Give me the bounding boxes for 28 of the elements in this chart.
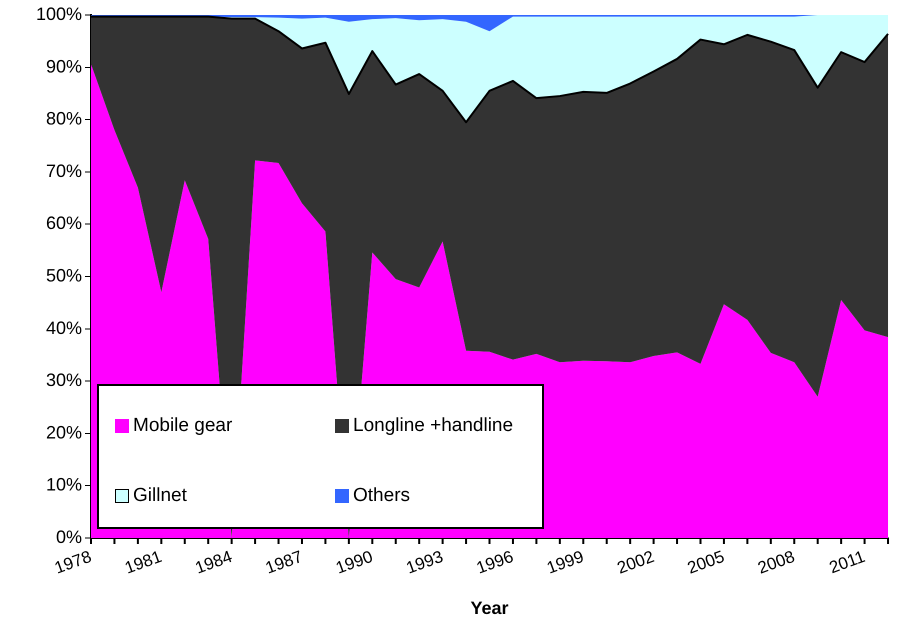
y-tick-label: 50% xyxy=(46,265,82,286)
x-tick-label: 1999 xyxy=(544,546,586,578)
x-tick-label: 2005 xyxy=(684,546,727,578)
y-tick-label: 10% xyxy=(46,474,82,495)
x-tick-label: 1996 xyxy=(474,546,516,578)
y-tick-label: 60% xyxy=(46,213,82,234)
y-tick-label: 70% xyxy=(46,160,82,181)
legend-label: Longline +handline xyxy=(353,415,514,437)
x-tick-label: 1981 xyxy=(122,546,164,578)
x-tick-label: 2002 xyxy=(614,546,657,578)
y-tick-label: 80% xyxy=(46,108,82,129)
y-tick-label: 100% xyxy=(36,4,82,24)
y-tick-label: 30% xyxy=(46,370,82,390)
x-tick-label: 1990 xyxy=(333,546,376,578)
x-tick-label: 1987 xyxy=(262,546,305,578)
x-tick-label: 2011 xyxy=(826,546,868,578)
x-tick-label: 2008 xyxy=(755,546,798,578)
x-tick-label: 1993 xyxy=(404,546,446,578)
x-axis-title: Year xyxy=(470,598,509,618)
legend-label: Mobile gear xyxy=(133,415,232,437)
legend-label: Gillnet xyxy=(133,485,187,507)
legend-label: Others xyxy=(353,485,410,507)
x-tick-label: 1984 xyxy=(192,546,235,578)
y-tick-label: 40% xyxy=(46,318,82,338)
y-tick-label: 0% xyxy=(56,526,82,547)
y-tick-label: 20% xyxy=(46,422,82,442)
y-tick-label: 90% xyxy=(46,56,82,76)
x-tick-label: 1978 xyxy=(52,546,94,578)
